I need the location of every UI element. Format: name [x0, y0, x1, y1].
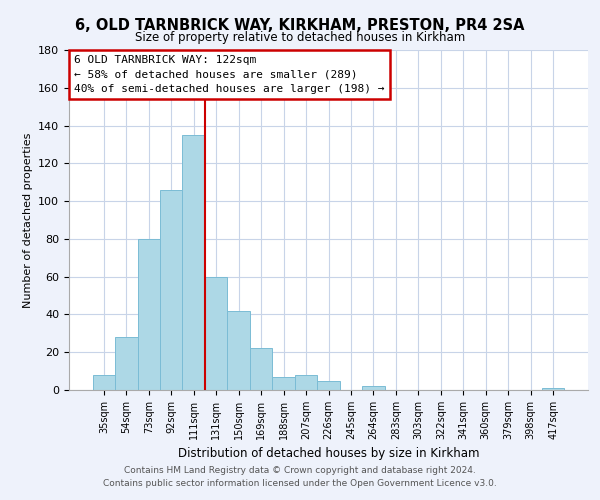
Bar — [227, 310, 250, 390]
Bar — [542, 388, 565, 390]
Bar — [317, 380, 340, 390]
Bar — [205, 276, 227, 390]
Bar — [160, 190, 182, 390]
Text: Contains HM Land Registry data © Crown copyright and database right 2024.
Contai: Contains HM Land Registry data © Crown c… — [103, 466, 497, 487]
Text: 6, OLD TARNBRICK WAY, KIRKHAM, PRESTON, PR4 2SA: 6, OLD TARNBRICK WAY, KIRKHAM, PRESTON, … — [75, 18, 525, 32]
Bar — [272, 377, 295, 390]
Bar — [295, 375, 317, 390]
Y-axis label: Number of detached properties: Number of detached properties — [23, 132, 32, 308]
Bar — [362, 386, 385, 390]
Bar — [250, 348, 272, 390]
X-axis label: Distribution of detached houses by size in Kirkham: Distribution of detached houses by size … — [178, 448, 479, 460]
Bar — [182, 135, 205, 390]
Text: 6 OLD TARNBRICK WAY: 122sqm
← 58% of detached houses are smaller (289)
40% of se: 6 OLD TARNBRICK WAY: 122sqm ← 58% of det… — [74, 55, 385, 94]
Bar — [92, 375, 115, 390]
Bar — [115, 337, 137, 390]
Text: Size of property relative to detached houses in Kirkham: Size of property relative to detached ho… — [135, 31, 465, 44]
Bar — [137, 239, 160, 390]
